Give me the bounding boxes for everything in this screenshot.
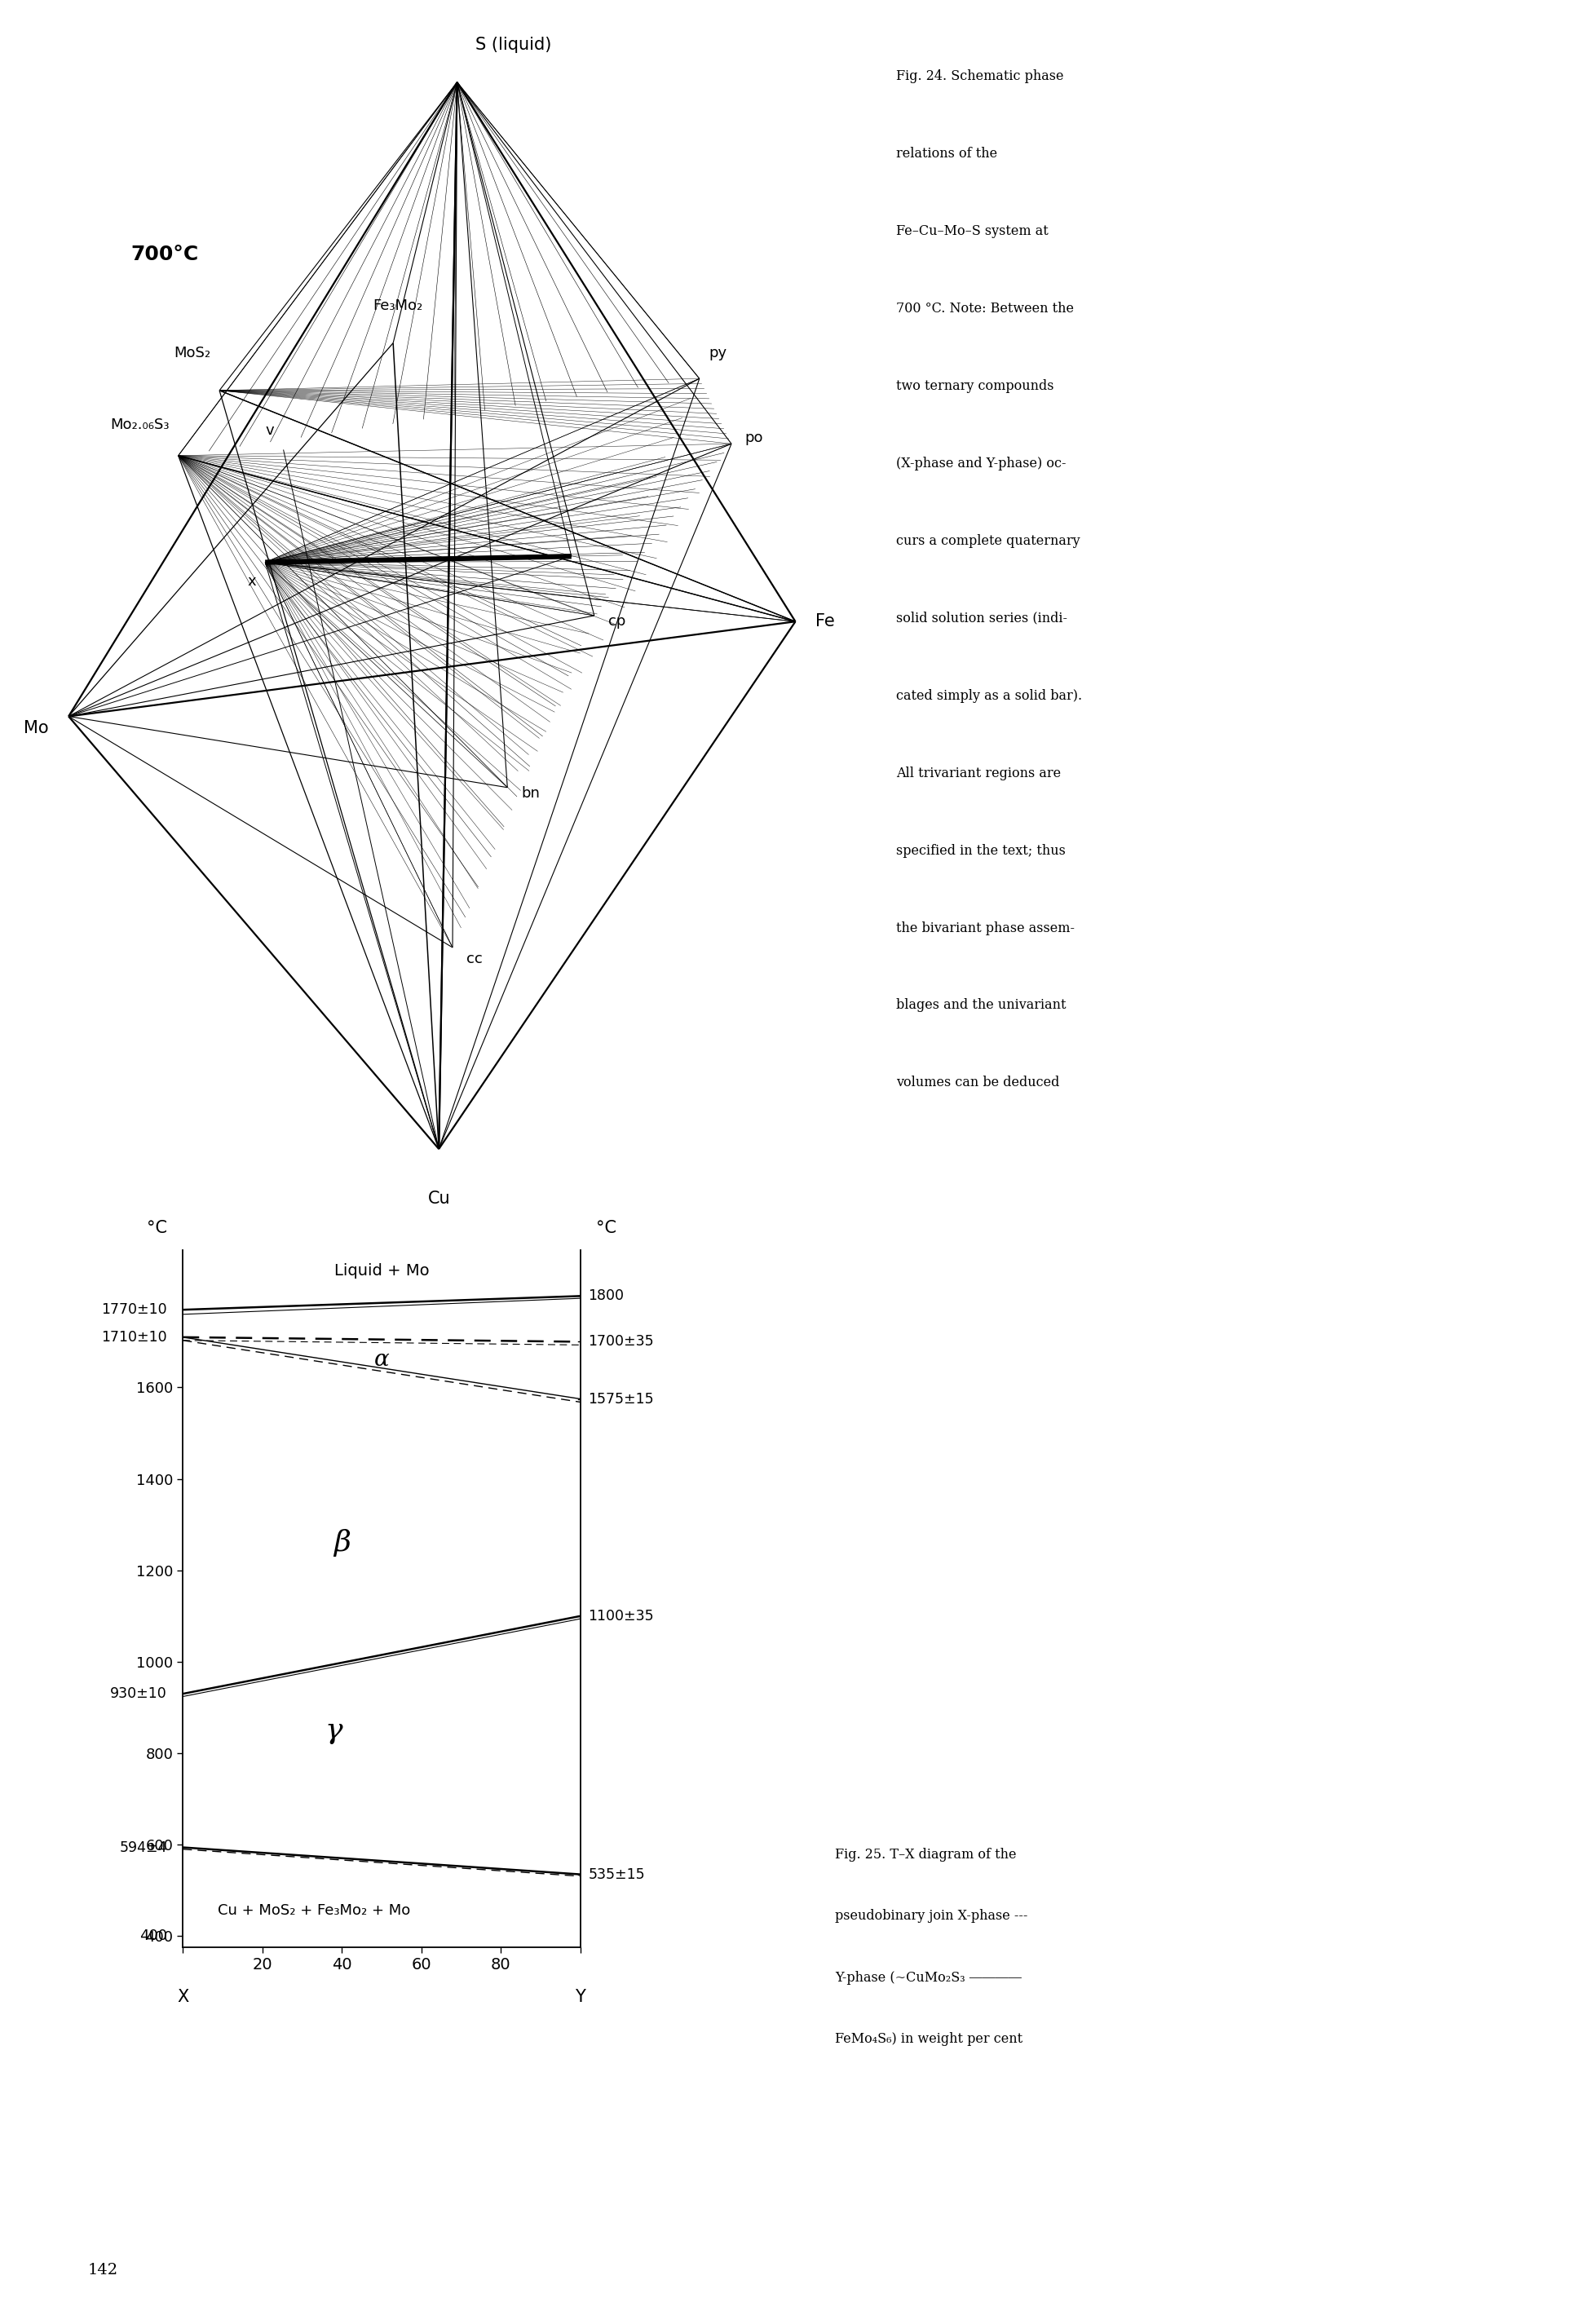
Text: 1575±15: 1575±15 xyxy=(588,1392,653,1406)
Text: Cu + MoS₂ + Fe₃Mo₂ + Mo: Cu + MoS₂ + Fe₃Mo₂ + Mo xyxy=(218,1903,410,1917)
Text: bn: bn xyxy=(522,786,539,802)
Text: 1700±35: 1700±35 xyxy=(588,1334,653,1350)
Text: All trivariant regions are: All trivariant regions are xyxy=(895,767,1061,781)
Text: curs a complete quaternary: curs a complete quaternary xyxy=(895,535,1080,548)
Text: 1770±10: 1770±10 xyxy=(102,1301,167,1318)
Text: 1800: 1800 xyxy=(588,1290,625,1304)
Text: Y-phase (~CuMo₂S₃ ――――: Y-phase (~CuMo₂S₃ ―――― xyxy=(835,1971,1021,1985)
Text: °C: °C xyxy=(596,1220,617,1236)
Text: volumes can be deduced: volumes can be deduced xyxy=(895,1076,1059,1090)
Text: Fig. 25. T–X diagram of the: Fig. 25. T–X diagram of the xyxy=(835,1848,1016,1862)
Text: cp: cp xyxy=(607,614,625,630)
Text: 1710±10: 1710±10 xyxy=(102,1329,167,1346)
Text: specified in the text; thus: specified in the text; thus xyxy=(895,844,1065,858)
Text: 594±4: 594±4 xyxy=(119,1841,167,1855)
Text: solid solution series (indi-: solid solution series (indi- xyxy=(895,611,1067,625)
Text: the bivariant phase assem-: the bivariant phase assem- xyxy=(895,920,1075,934)
Text: β: β xyxy=(334,1529,350,1557)
Text: 535±15: 535±15 xyxy=(588,1866,646,1882)
Text: blages and the univariant: blages and the univariant xyxy=(895,999,1065,1013)
Text: py: py xyxy=(709,346,727,360)
Text: α: α xyxy=(374,1348,390,1371)
Text: Fe: Fe xyxy=(816,614,835,630)
Text: Liquid + Mo: Liquid + Mo xyxy=(334,1264,429,1278)
Text: MoS₂: MoS₂ xyxy=(173,346,210,360)
Text: pseudobinary join X-phase ---: pseudobinary join X-phase --- xyxy=(835,1910,1027,1922)
Text: 1100±35: 1100±35 xyxy=(588,1608,653,1624)
Text: Fe₃Mo₂: Fe₃Mo₂ xyxy=(372,300,423,314)
Text: x: x xyxy=(248,574,256,588)
Text: Cu: Cu xyxy=(428,1190,450,1206)
Text: Mo₂.₀₆S₃: Mo₂.₀₆S₃ xyxy=(110,418,169,432)
Text: (X-phase and Y-phase) oc-: (X-phase and Y-phase) oc- xyxy=(895,456,1065,469)
Text: 930±10: 930±10 xyxy=(110,1687,167,1701)
Text: X: X xyxy=(176,1989,189,2006)
Text: 700 °C. Note: Between the: 700 °C. Note: Between the xyxy=(895,302,1073,316)
Text: po: po xyxy=(746,430,763,446)
Text: 700°C: 700°C xyxy=(130,244,199,265)
Text: Y: Y xyxy=(576,1989,585,2006)
Text: v: v xyxy=(266,423,273,437)
Text: 400: 400 xyxy=(140,1929,167,1943)
Text: 142: 142 xyxy=(87,2264,118,2278)
Text: S (liquid): S (liquid) xyxy=(475,37,552,53)
Text: cc: cc xyxy=(466,953,482,967)
Text: relations of the: relations of the xyxy=(895,146,997,160)
Text: two ternary compounds: two ternary compounds xyxy=(895,379,1054,393)
Text: γ: γ xyxy=(324,1717,343,1745)
Text: cated simply as a solid bar).: cated simply as a solid bar). xyxy=(895,688,1081,702)
Text: °C: °C xyxy=(146,1220,167,1236)
Text: Fe–Cu–Mo–S system at: Fe–Cu–Mo–S system at xyxy=(895,223,1048,237)
Text: FeMo₄S₆) in weight per cent: FeMo₄S₆) in weight per cent xyxy=(835,2031,1022,2045)
Text: Fig. 24. Schematic phase: Fig. 24. Schematic phase xyxy=(895,70,1064,84)
Text: Mo: Mo xyxy=(24,720,48,737)
